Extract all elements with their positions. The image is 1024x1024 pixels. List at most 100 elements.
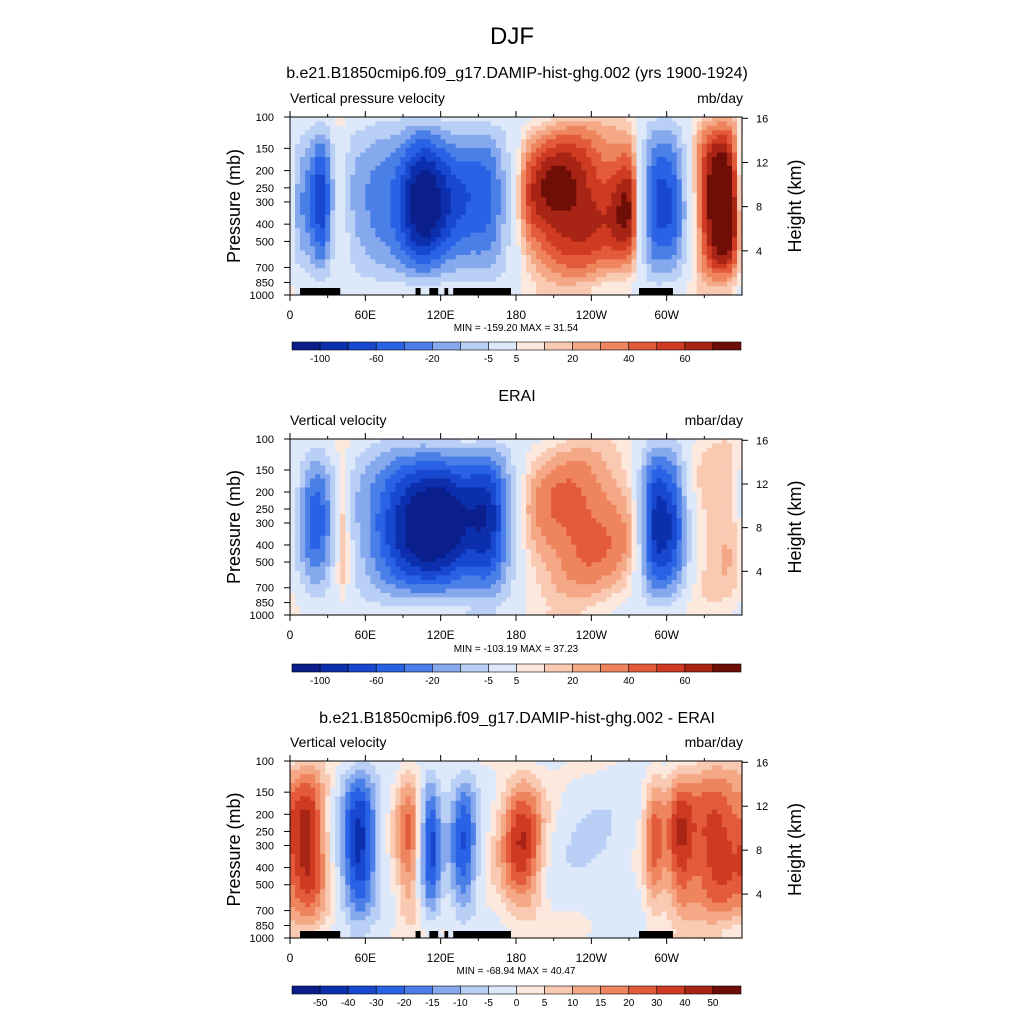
field-cell <box>611 263 618 269</box>
field-cell <box>636 219 643 225</box>
field-cell <box>395 443 402 449</box>
field-cell <box>315 219 321 225</box>
field-cell <box>395 152 402 158</box>
field-cell <box>435 447 442 453</box>
field-cell <box>566 228 572 234</box>
field-cell <box>566 452 572 458</box>
field-cell <box>656 192 663 198</box>
field-cell <box>445 241 452 247</box>
field-cell <box>455 143 462 149</box>
field-cell <box>556 228 562 234</box>
field-cell <box>415 121 422 127</box>
field-cell <box>460 272 467 278</box>
field-cell <box>586 161 592 167</box>
field-cell <box>360 117 366 123</box>
field-cell <box>701 228 708 234</box>
field-cell <box>701 214 708 220</box>
field-cell <box>696 183 703 189</box>
field-cell <box>370 268 376 274</box>
field-cell <box>581 143 587 149</box>
field-cell <box>591 121 597 127</box>
field-cell <box>581 170 587 176</box>
field-cell <box>606 201 613 207</box>
field-cell <box>596 219 602 225</box>
field-cell <box>495 478 502 484</box>
field-cell <box>420 219 427 225</box>
field-cell <box>681 165 688 171</box>
field-cell <box>596 165 602 171</box>
field-cell <box>526 286 532 292</box>
field-cell <box>350 483 356 488</box>
field-cell <box>420 183 427 189</box>
field-cell <box>626 461 633 466</box>
field-cell <box>395 206 402 212</box>
field-cell <box>691 250 698 256</box>
field-cell <box>505 170 512 176</box>
field-cell <box>686 478 693 484</box>
field-cell <box>711 188 718 194</box>
field-cell <box>320 447 326 453</box>
field-cell <box>531 491 537 497</box>
field-cell <box>541 250 547 256</box>
field-cell <box>365 201 371 207</box>
field-cell <box>420 157 427 163</box>
field-cell <box>480 130 487 136</box>
field-cell <box>671 290 678 296</box>
field-cell <box>681 125 688 131</box>
field-cell <box>340 439 346 444</box>
field-cell <box>686 130 693 136</box>
field-cell <box>546 214 552 220</box>
field-cell <box>440 192 447 198</box>
field-cell <box>415 443 422 449</box>
field-cell <box>686 139 693 145</box>
field-cell <box>691 246 698 252</box>
field-cell <box>566 487 572 493</box>
field-cell <box>405 281 412 287</box>
field-cell <box>365 465 371 471</box>
field-cell <box>711 286 718 292</box>
field-cell <box>385 232 392 238</box>
field-cell <box>596 143 602 149</box>
field-cell <box>586 130 592 136</box>
field-cell <box>621 452 628 458</box>
field-cell <box>455 452 462 458</box>
field-cell <box>400 250 407 256</box>
field-cell <box>370 206 376 212</box>
field-cell <box>726 174 733 180</box>
field-cell <box>536 277 542 283</box>
field-cell <box>380 237 387 243</box>
field-cell <box>505 263 512 269</box>
field-cell <box>490 125 497 131</box>
field-cell <box>350 139 356 145</box>
field-cell <box>440 148 447 154</box>
field-cell <box>701 134 708 140</box>
field-cell <box>596 179 602 185</box>
field-cell <box>671 219 678 225</box>
field-cell <box>646 474 653 480</box>
field-cell <box>656 272 663 278</box>
field-cell <box>726 281 733 287</box>
field-cell <box>485 201 492 207</box>
field-cell <box>295 165 301 171</box>
field-cell <box>490 443 497 449</box>
field-cell <box>646 469 653 475</box>
field-cell <box>355 197 361 203</box>
land-block <box>444 288 449 295</box>
field-cell <box>561 272 567 278</box>
field-cell <box>686 461 693 466</box>
field-cell <box>405 478 412 484</box>
field-cell <box>405 232 412 238</box>
field-cell <box>516 237 522 243</box>
field-cell <box>395 263 402 269</box>
field-cell <box>536 232 542 238</box>
field-cell <box>621 286 628 292</box>
field-cell <box>571 254 577 260</box>
field-cell <box>651 465 658 471</box>
field-cell <box>576 121 582 127</box>
field-cell <box>631 465 638 471</box>
field-cell <box>736 456 743 462</box>
field-cell <box>415 170 422 176</box>
field-cell <box>360 469 366 475</box>
field-cell <box>430 201 437 207</box>
field-cell <box>495 117 502 123</box>
